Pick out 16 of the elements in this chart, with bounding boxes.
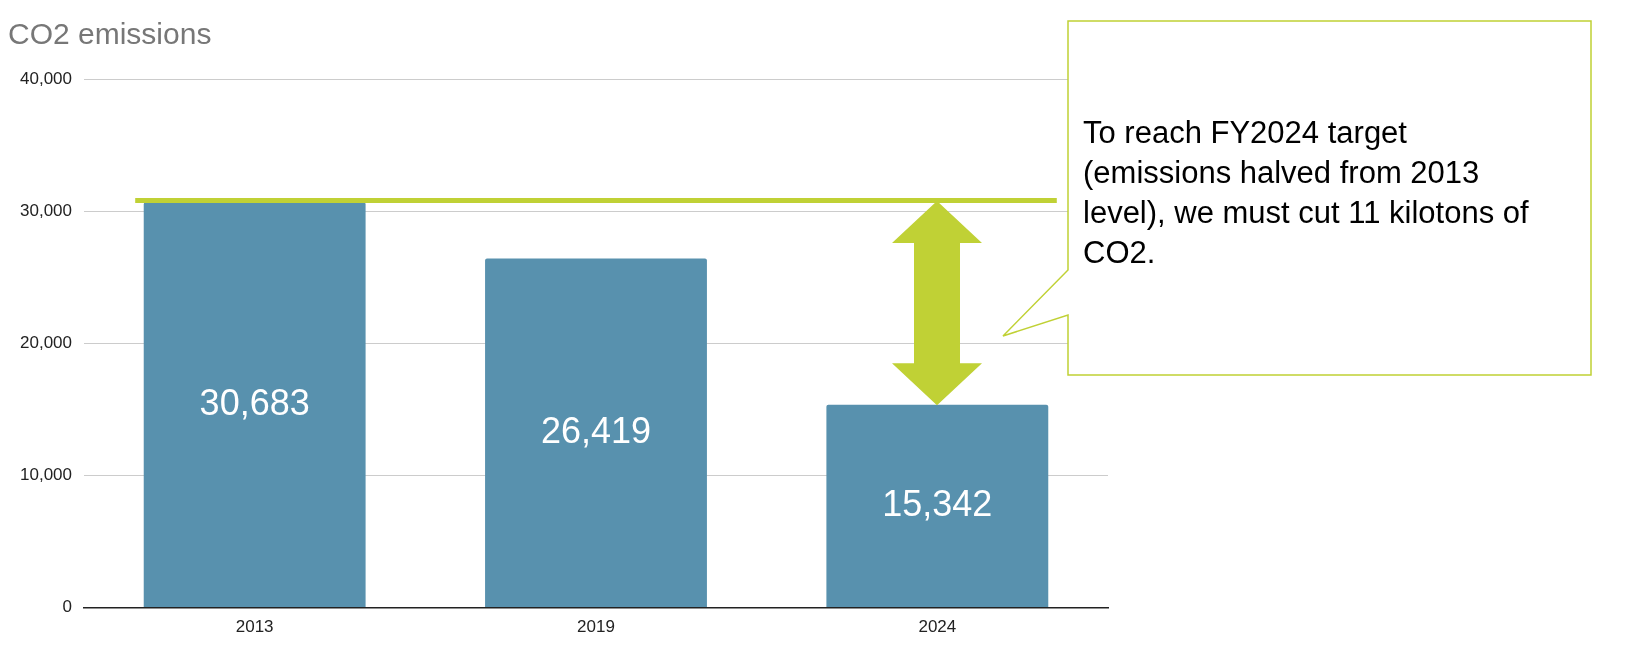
annotation: To reach FY2024 target (emissions halved from 2013 level), we must cut 11 kilotons of CO2. [1083,114,1530,272]
y-tick-label: 40,000 [20,68,72,88]
x-tick-label: 2013 [235,617,274,637]
data-label: 26,419 [540,409,652,451]
bar [485,258,707,608]
y-tick-label: 0 [62,597,72,617]
y-tick-label: 10,000 [20,465,72,485]
x-tick-label: 2024 [918,617,957,637]
y-tick-label: 20,000 [20,332,72,352]
data-label: 15,342 [882,482,993,524]
data-label: 30,683 [199,381,310,423]
chart-title: CO2 emissions [8,17,212,51]
bar [826,404,1049,608]
y-tick-label: 30,000 [20,200,72,220]
bar [143,202,366,608]
x-tick-label: 2019 [577,617,615,637]
